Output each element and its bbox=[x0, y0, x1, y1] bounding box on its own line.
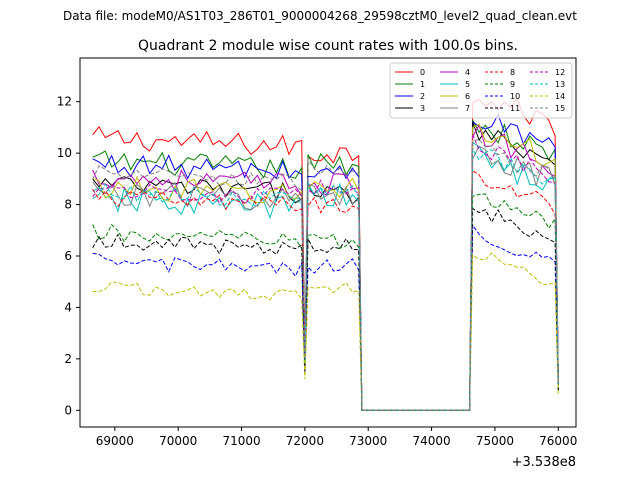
series-line-14 bbox=[92, 252, 559, 411]
series-line-10 bbox=[92, 223, 559, 411]
legend-label-3: 3 bbox=[420, 104, 425, 113]
x-tick-label: 76000 bbox=[539, 434, 577, 448]
legend-label-4: 4 bbox=[465, 68, 470, 77]
legend-label-0: 0 bbox=[420, 68, 425, 77]
x-tick-label: 72000 bbox=[286, 434, 324, 448]
legend-label-2: 2 bbox=[420, 92, 425, 101]
legend-box bbox=[389, 62, 573, 119]
series-line-5 bbox=[92, 141, 559, 411]
axes-frame bbox=[79, 57, 577, 428]
legend-label-6: 6 bbox=[465, 92, 470, 101]
series-line-12 bbox=[92, 133, 559, 411]
series-line-8 bbox=[92, 169, 559, 411]
series-line-15 bbox=[92, 138, 559, 411]
y-tick-label: 12 bbox=[57, 95, 72, 109]
suptitle: Data file: modeM0/AS1T03_286T01_90000042… bbox=[63, 9, 577, 23]
y-axis: 0 2 4 6 8 10 12 bbox=[57, 95, 80, 417]
legend-label-11: 11 bbox=[510, 104, 520, 113]
series-line-9 bbox=[92, 193, 559, 411]
series-line-1 bbox=[92, 119, 559, 411]
x-tick-label: 74000 bbox=[412, 434, 450, 448]
series-line-11 bbox=[92, 207, 559, 411]
chart-title: Quadrant 2 module wise count rates with … bbox=[138, 38, 518, 54]
y-tick-label: 6 bbox=[64, 249, 72, 263]
legend-label-15: 15 bbox=[555, 104, 565, 113]
legend-label-7: 7 bbox=[465, 104, 470, 113]
series-line-2 bbox=[92, 113, 559, 411]
x-axis: 69000 70000 71000 72000 73000 74000 75000 76000 bbox=[96, 427, 577, 448]
series-line-0 bbox=[92, 97, 559, 411]
x-tick-label: 75000 bbox=[476, 434, 514, 448]
y-tick-label: 8 bbox=[64, 198, 72, 212]
legend-label-5: 5 bbox=[465, 80, 470, 89]
x-tick-label: 71000 bbox=[222, 434, 260, 448]
y-tick-label: 2 bbox=[64, 352, 72, 366]
series-line-13 bbox=[92, 147, 559, 411]
series-layer bbox=[92, 97, 559, 411]
x-tick-label: 70000 bbox=[159, 434, 197, 448]
y-tick-label: 0 bbox=[64, 403, 72, 417]
legend-label-9: 9 bbox=[510, 80, 515, 89]
legend-label-8: 8 bbox=[510, 68, 515, 77]
legend-label-13: 13 bbox=[555, 80, 565, 89]
y-tick-label: 4 bbox=[64, 300, 72, 314]
legend-label-1: 1 bbox=[420, 80, 425, 89]
series-line-3 bbox=[92, 121, 559, 411]
x-offset-text: +3.538e8 bbox=[512, 455, 576, 470]
legend-label-14: 14 bbox=[555, 92, 565, 101]
legend-label-12: 12 bbox=[555, 68, 565, 77]
y-tick-label: 10 bbox=[57, 146, 72, 160]
legend-label-10: 10 bbox=[510, 92, 520, 101]
series-line-7 bbox=[92, 145, 559, 411]
x-tick-label: 73000 bbox=[349, 434, 387, 448]
x-tick-label: 69000 bbox=[96, 434, 134, 448]
